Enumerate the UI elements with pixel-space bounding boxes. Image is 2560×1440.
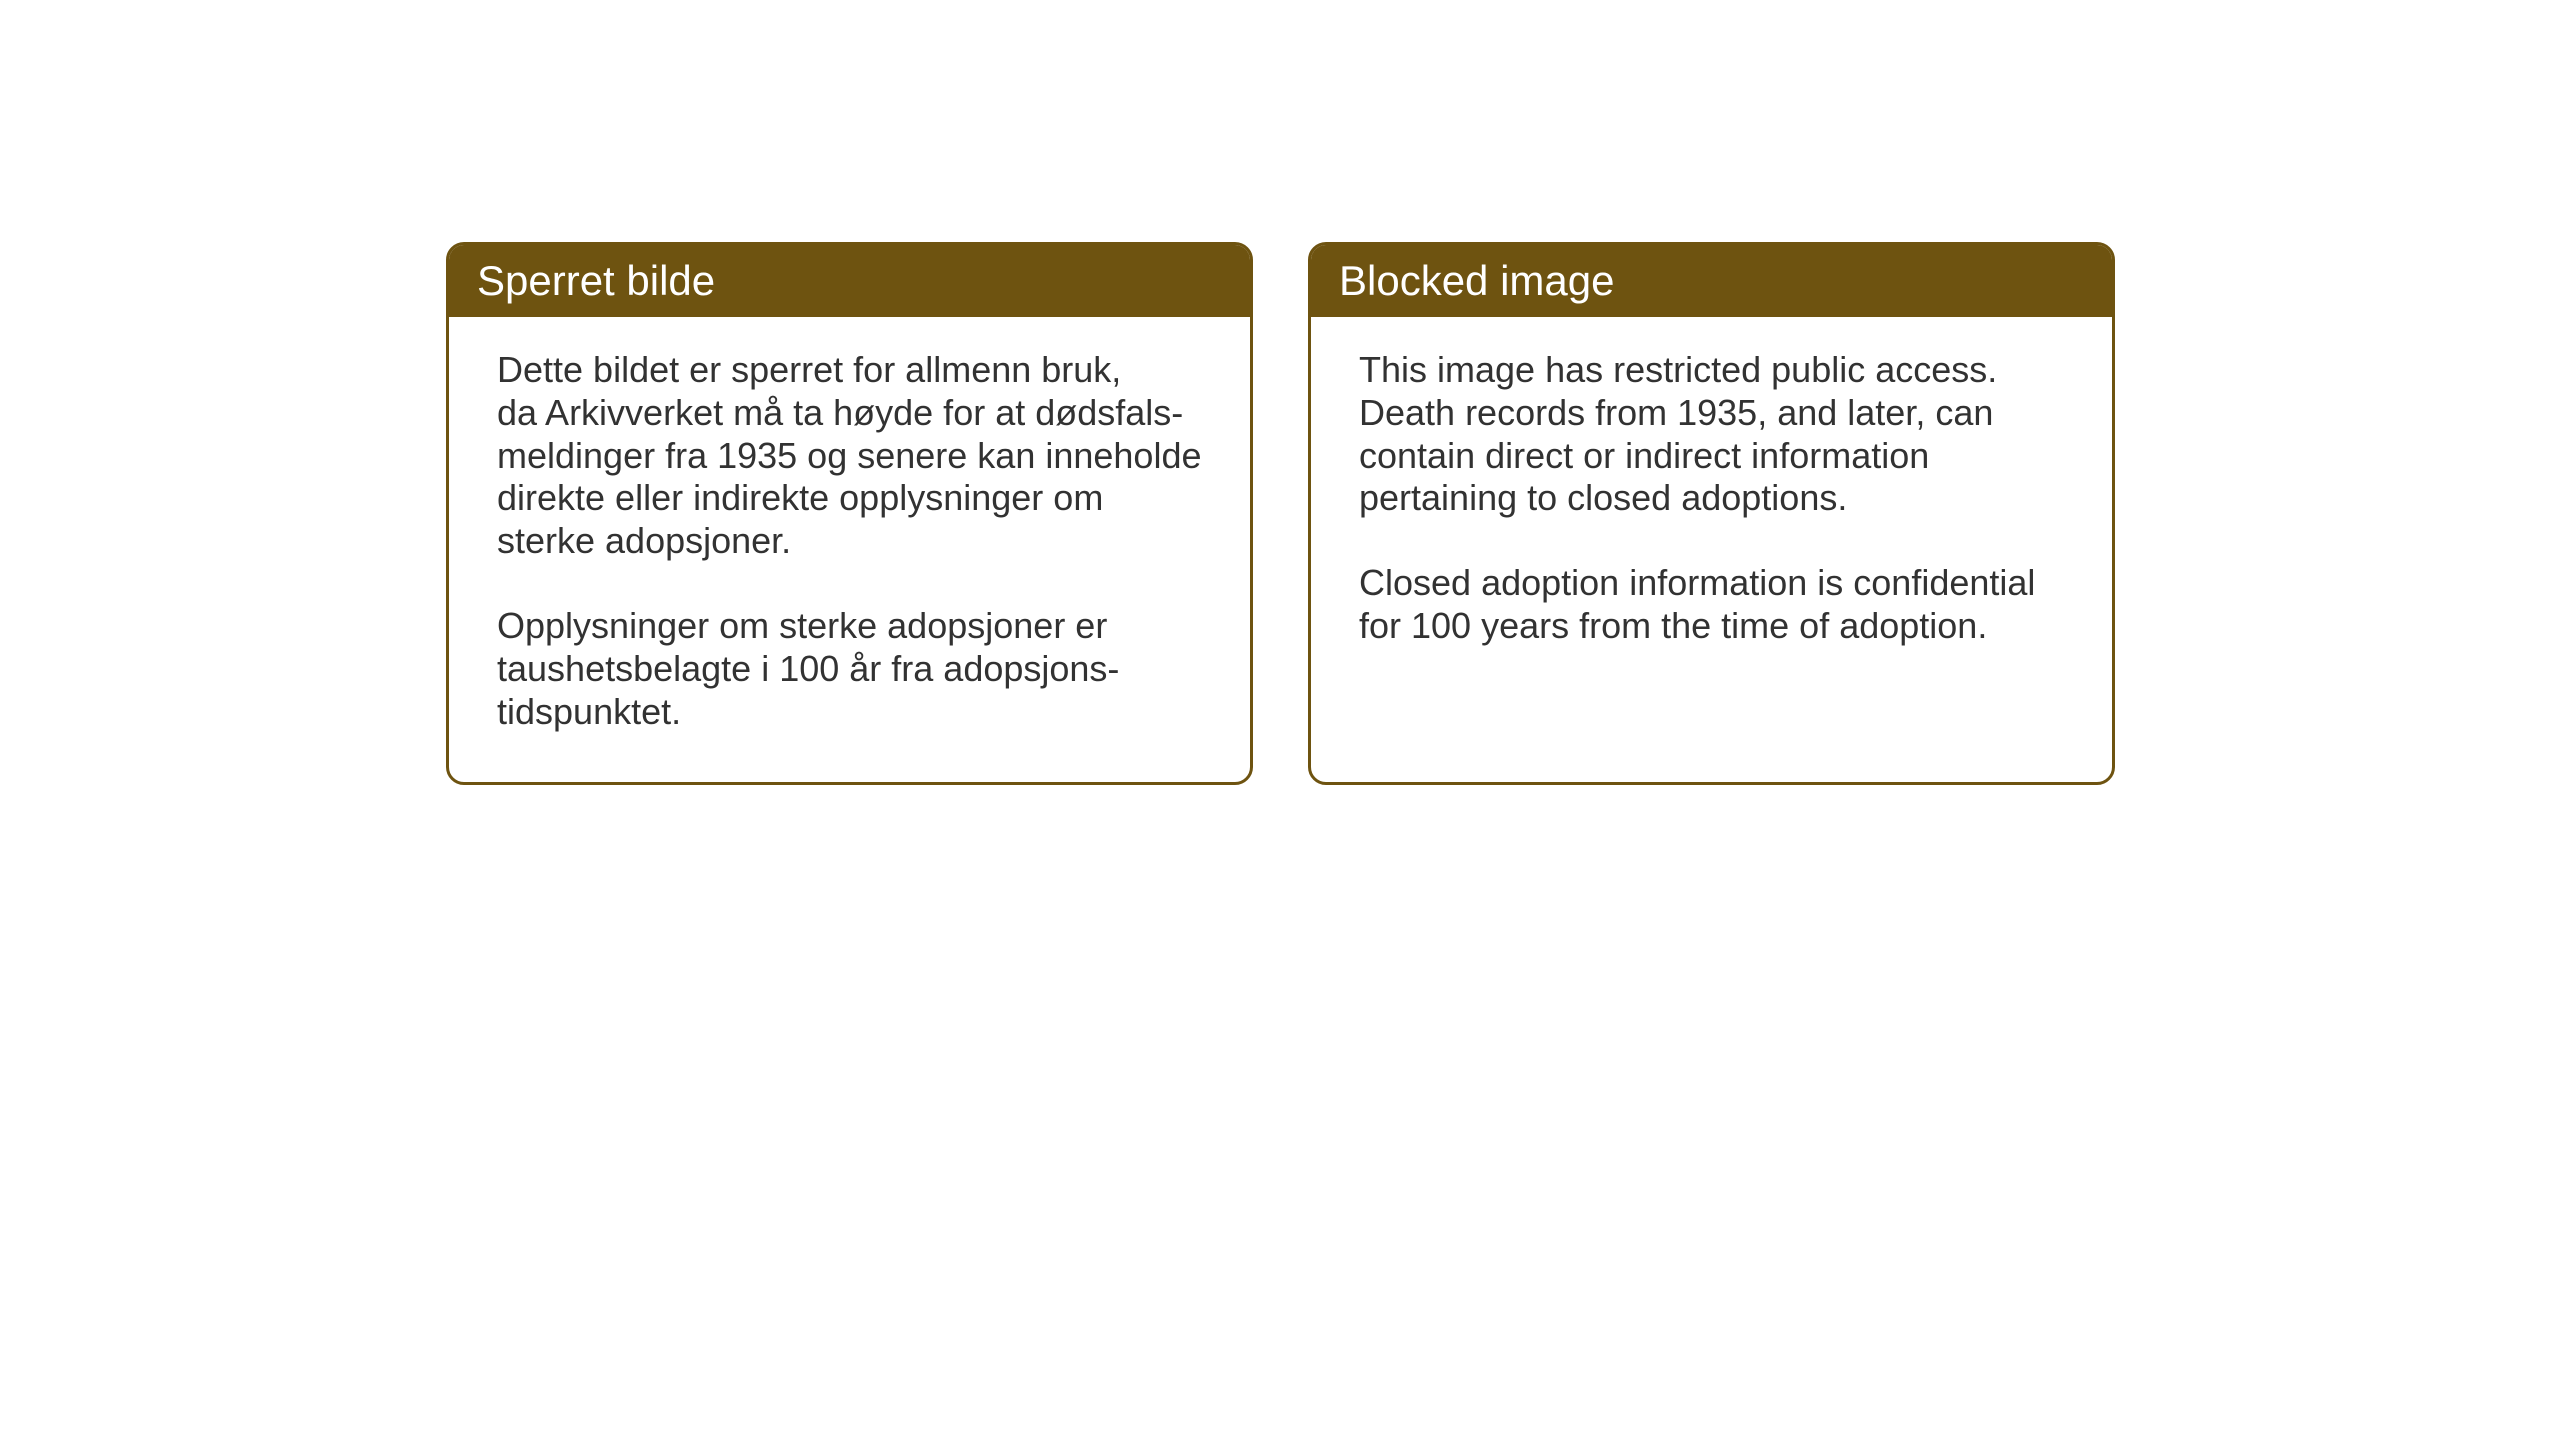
card-header-english: Blocked image bbox=[1311, 245, 2112, 317]
card-header-norwegian: Sperret bilde bbox=[449, 245, 1250, 317]
card-english: Blocked image This image has restricted … bbox=[1308, 242, 2115, 785]
cards-container: Sperret bilde Dette bildet er sperret fo… bbox=[446, 242, 2115, 785]
card-body-norwegian: Dette bildet er sperret for allmenn bruk… bbox=[449, 317, 1250, 782]
card-title-norwegian: Sperret bilde bbox=[477, 257, 715, 304]
card-paragraph-2-english: Closed adoption information is confident… bbox=[1359, 562, 2064, 648]
card-paragraph-2-norwegian: Opplysninger om sterke adopsjoner er tau… bbox=[497, 605, 1202, 733]
card-title-english: Blocked image bbox=[1339, 257, 1614, 304]
card-norwegian: Sperret bilde Dette bildet er sperret fo… bbox=[446, 242, 1253, 785]
card-body-english: This image has restricted public access.… bbox=[1311, 317, 2112, 737]
card-paragraph-1-norwegian: Dette bildet er sperret for allmenn bruk… bbox=[497, 349, 1202, 563]
card-paragraph-1-english: This image has restricted public access.… bbox=[1359, 349, 2064, 520]
